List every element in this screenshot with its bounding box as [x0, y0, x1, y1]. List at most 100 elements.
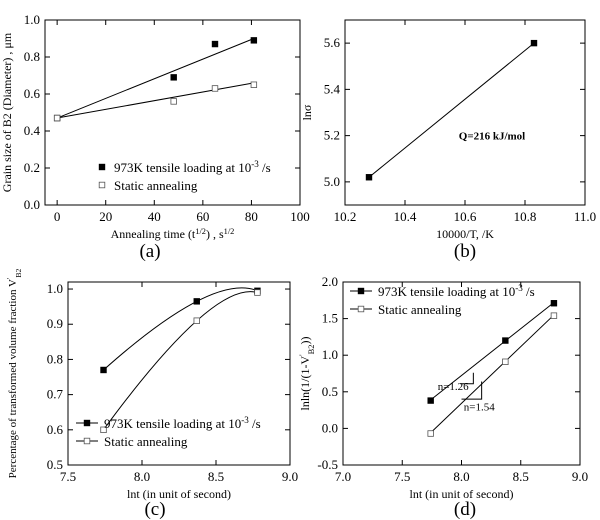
x-tick-label: 8.0	[453, 469, 469, 484]
data-point	[211, 85, 219, 92]
y-tick-label: 0.8	[24, 49, 40, 64]
text-part: ) , s	[206, 227, 224, 241]
x-tick-label: 8.5	[208, 469, 224, 484]
data-point	[170, 98, 177, 105]
data-point	[550, 300, 558, 307]
text-part: 973K tensile loading at 10	[114, 160, 251, 175]
y-axis-label: Grain size of B2 (Diameter) , μm	[0, 32, 14, 192]
chart-panel-b: 10.2 10.4 10.6 10.8 11.0 5.0 5.2 5.4 5.6 10000/T,…	[300, 19, 596, 262]
y-tick-label: 5.0	[324, 174, 340, 189]
x-tick-label: 80	[245, 209, 258, 224]
legend-marker	[83, 419, 91, 427]
legend-marker	[83, 437, 91, 445]
slope-triangle	[460, 372, 474, 385]
x-axis-label: Annealing time (t1/2) , s1/2	[111, 227, 235, 242]
legend-label: Static annealing	[114, 178, 198, 193]
text-part: -3	[241, 415, 249, 425]
text-part: B2	[14, 269, 23, 278]
panel-label: (c)	[144, 499, 165, 520]
series-tensile-loading	[427, 300, 558, 404]
legend-marker	[98, 163, 106, 171]
y-tick-label: 0.7	[47, 387, 64, 402]
plot-frame	[67, 281, 291, 466]
y-axis-label: Percentage of transformed volume fractio…	[5, 269, 23, 479]
chart-panel-a: 0 20 40 60 80 100 0.0 0.2 0.4 0.6 0.8 1.0 Annealing …	[0, 12, 310, 262]
data-point	[100, 426, 107, 434]
data-point	[530, 39, 538, 47]
data-point	[502, 358, 509, 365]
text-part: lnln(1/(1-V	[298, 355, 312, 410]
data-point	[427, 397, 434, 404]
fit-curve	[103, 291, 258, 431]
fit-line	[56, 38, 255, 119]
y-tick-label: 0.5	[322, 384, 338, 399]
legend-label: 973K tensile loading at 10-3 /s	[114, 159, 271, 175]
data-point	[250, 37, 258, 44]
data-point	[100, 366, 107, 374]
y-tick-label: 0.0	[322, 420, 338, 435]
data-point	[365, 174, 373, 181]
y-tick-label: 0.5	[47, 457, 63, 472]
y-tick-label: 1.0	[24, 12, 40, 27]
x-tick-label: 10.6	[454, 209, 477, 224]
text-part: Annealing time (t	[111, 227, 196, 241]
y-tick-label: 0.0	[24, 197, 40, 212]
data-point	[250, 81, 258, 88]
x-axis-label: lnt (in unit of second)	[127, 487, 231, 501]
legend-marker	[98, 181, 106, 189]
series-tensile-loading	[53, 37, 258, 122]
y-tick-label: 0.6	[47, 422, 64, 437]
y-tick-label: 5.6	[324, 35, 341, 50]
x-tick-label: 20	[99, 209, 112, 224]
series-tensile-loading	[100, 287, 261, 374]
annotation: Q=216 kJ/mol	[459, 131, 525, 143]
legend: 973K tensile loading at 10-3 /s Static an…	[350, 283, 535, 317]
fit-line	[57, 82, 254, 119]
panel-label: (d)	[454, 499, 476, 520]
plot-frame	[44, 19, 301, 206]
data-point	[211, 40, 219, 48]
text-part: 1/2	[224, 227, 235, 236]
x-axis-label: lnt (in unit of second)	[410, 487, 514, 501]
series-static-annealing	[427, 312, 558, 437]
text-part: /s	[523, 284, 535, 299]
text-part: B2	[307, 345, 316, 355]
text-part: '	[5, 277, 14, 279]
legend-label: 973K tensile loading at 10-3 /s	[378, 283, 535, 299]
y-tick-label: 1.0	[47, 281, 63, 296]
y-tick-label: -0.5	[317, 457, 338, 472]
y-tick-label: 1.5	[322, 311, 338, 326]
annotation: n=1.54	[464, 401, 495, 413]
legend-label: 973K tensile loading at 10-3 /s	[104, 415, 261, 431]
panel-label: (a)	[139, 241, 160, 262]
x-tick-label: 10.4	[394, 209, 417, 224]
legend-label: Static annealing	[378, 302, 462, 317]
x-tick-label: 7.5	[60, 469, 76, 484]
text-part: '	[298, 354, 307, 356]
y-axis-label: lnσ	[300, 104, 314, 120]
y-tick-label: 2.0	[322, 274, 338, 289]
series-static-annealing	[100, 289, 261, 434]
y-tick-label: 5.2	[324, 128, 340, 143]
slope-triangle	[461, 381, 483, 400]
x-tick-label: 100	[290, 209, 310, 224]
series-tensile-loading	[365, 39, 538, 181]
text-part: -3	[251, 159, 259, 169]
fit-line	[430, 302, 555, 401]
data-point	[53, 114, 61, 122]
y-axis-label: lnln(1/(1-V'B2))	[298, 337, 316, 411]
x-tick-label: 8.5	[513, 469, 529, 484]
x-tick-label: 10.2	[334, 209, 357, 224]
y-tick-label: 0.6	[24, 86, 41, 101]
x-tick-label: 10.8	[514, 209, 537, 224]
annotation: n=1.26	[438, 381, 469, 393]
data-point	[193, 317, 200, 324]
chart-panel-c: 7.5 8.0 8.5 9.0 0.5 0.6 0.7 0.8 0.9 1.0 lnt (in un…	[5, 269, 299, 520]
legend: 973K tensile loading at 10-3 /s Static an…	[76, 415, 261, 449]
fit-line	[430, 314, 555, 434]
data-point	[427, 430, 434, 437]
chart-panel-d: 7.0 7.5 8.0 8.5 9.0 -0.5 0.0 0.5 1.0 1.5 2.0 lnt (i…	[298, 274, 589, 520]
text-part: 973K tensile loading at 10	[378, 284, 515, 299]
data-point	[170, 74, 177, 81]
